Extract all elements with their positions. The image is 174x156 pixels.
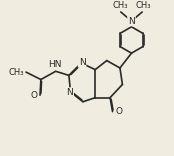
- Text: N: N: [79, 58, 85, 67]
- Text: O: O: [31, 91, 38, 100]
- Text: N: N: [66, 88, 73, 97]
- Text: HN: HN: [48, 60, 62, 69]
- Text: N: N: [128, 17, 135, 26]
- Text: O: O: [116, 107, 123, 116]
- Text: CH₃: CH₃: [8, 68, 23, 77]
- Text: CH₃: CH₃: [112, 1, 128, 10]
- Text: CH₃: CH₃: [135, 1, 151, 10]
